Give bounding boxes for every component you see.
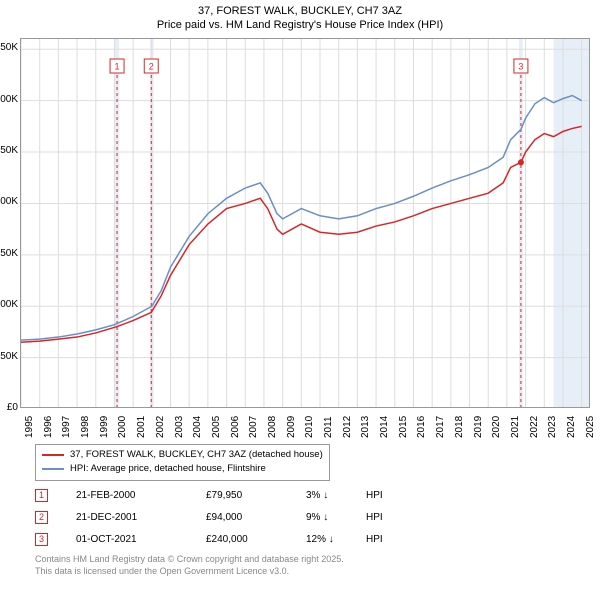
y-tick-label: £50K <box>0 351 18 362</box>
chart-plot-area: 1 2 3 <box>20 38 590 408</box>
x-tick-label: 2019 <box>473 416 484 438</box>
y-tick-label: £0 <box>0 402 18 413</box>
legend-swatch <box>42 468 64 470</box>
sales-price: £94,000 <box>206 512 306 523</box>
x-tick-label: 2013 <box>360 416 371 438</box>
title-block: 37, FOREST WALK, BUCKLEY, CH7 3AZ Price … <box>0 0 600 33</box>
x-tick-label: 2023 <box>547 416 558 438</box>
svg-text:1: 1 <box>115 61 120 71</box>
x-tick-label: 2018 <box>454 416 465 438</box>
x-tick-label: 1995 <box>24 416 35 438</box>
sales-pct: 9% ↓ <box>306 512 366 523</box>
x-tick-label: 2003 <box>174 416 185 438</box>
x-tick-label: 1997 <box>61 416 72 438</box>
y-tick-label: £300K <box>0 94 18 105</box>
y-tick-label: £350K <box>0 42 18 53</box>
legend-swatch <box>42 454 64 456</box>
x-tick-label: 2008 <box>267 416 278 438</box>
x-tick-label: 1998 <box>80 416 91 438</box>
legend-label: HPI: Average price, detached house, Flin… <box>70 462 266 476</box>
chart-container: 37, FOREST WALK, BUCKLEY, CH7 3AZ Price … <box>0 0 600 590</box>
sales-table: 121-FEB-2000£79,9503% ↓HPI221-DEC-2001£9… <box>35 484 383 550</box>
svg-text:3: 3 <box>518 61 523 71</box>
x-tick-label: 2002 <box>155 416 166 438</box>
title-subtitle: Price paid vs. HM Land Registry's House … <box>0 18 600 32</box>
legend: 37, FOREST WALK, BUCKLEY, CH7 3AZ (detac… <box>35 444 330 481</box>
sales-date: 21-FEB-2000 <box>76 490 206 501</box>
x-tick-label: 2025 <box>585 416 596 438</box>
sales-price: £240,000 <box>206 534 306 545</box>
sales-marker: 3 <box>35 533 48 546</box>
sales-row: 3 01-OCT-2021£240,00012% ↓HPI <box>35 528 383 550</box>
footer: Contains HM Land Registry data © Crown c… <box>35 554 344 577</box>
sales-hpi-label: HPI <box>366 490 383 501</box>
sales-row: 1 21-FEB-2000£79,9503% ↓HPI <box>35 484 383 506</box>
legend-item: 37, FOREST WALK, BUCKLEY, CH7 3AZ (detac… <box>42 448 323 462</box>
sales-price: £79,950 <box>206 490 306 501</box>
y-tick-label: £250K <box>0 145 18 156</box>
sales-pct: 3% ↓ <box>306 490 366 501</box>
x-tick-label: 1999 <box>99 416 110 438</box>
title-address: 37, FOREST WALK, BUCKLEY, CH7 3AZ <box>0 4 600 18</box>
y-tick-label: £200K <box>0 196 18 207</box>
legend-label: 37, FOREST WALK, BUCKLEY, CH7 3AZ (detac… <box>70 448 323 462</box>
x-tick-label: 2016 <box>416 416 427 438</box>
sales-date: 01-OCT-2021 <box>76 534 206 545</box>
x-tick-label: 2001 <box>136 416 147 438</box>
footer-licence: This data is licensed under the Open Gov… <box>35 566 344 578</box>
x-tick-label: 2015 <box>398 416 409 438</box>
x-tick-label: 1996 <box>43 416 54 438</box>
x-tick-label: 2006 <box>230 416 241 438</box>
x-tick-label: 2020 <box>491 416 502 438</box>
legend-item: HPI: Average price, detached house, Flin… <box>42 462 323 476</box>
x-tick-label: 2005 <box>211 416 222 438</box>
sales-pct: 12% ↓ <box>306 534 366 545</box>
footer-copyright: Contains HM Land Registry data © Crown c… <box>35 554 344 566</box>
y-tick-label: £100K <box>0 299 18 310</box>
svg-text:2: 2 <box>149 61 154 71</box>
x-axis-labels: 1995 1996 1997 1998 1999 2000 2001 2002 2003 2004… <box>20 410 590 440</box>
sales-row: 2 21-DEC-2001£94,0009% ↓HPI <box>35 506 383 528</box>
x-tick-label: 2017 <box>435 416 446 438</box>
x-tick-label: 2021 <box>510 416 521 438</box>
x-tick-label: 2011 <box>323 416 334 438</box>
sales-marker: 1 <box>35 489 48 502</box>
chart-svg: 1 2 3 <box>21 39 589 407</box>
x-tick-label: 2009 <box>286 416 297 438</box>
x-tick-label: 2014 <box>379 416 390 438</box>
x-tick-label: 2010 <box>304 416 315 438</box>
x-tick-label: 2007 <box>248 416 259 438</box>
x-tick-label: 2000 <box>117 416 128 438</box>
sales-date: 21-DEC-2001 <box>76 512 206 523</box>
sales-marker: 2 <box>35 511 48 524</box>
sales-hpi-label: HPI <box>366 534 383 545</box>
sales-hpi-label: HPI <box>366 512 383 523</box>
x-tick-label: 2012 <box>342 416 353 438</box>
x-tick-label: 2024 <box>566 416 577 438</box>
y-tick-label: £150K <box>0 248 18 259</box>
x-tick-label: 2004 <box>192 416 203 438</box>
x-tick-label: 2022 <box>529 416 540 438</box>
